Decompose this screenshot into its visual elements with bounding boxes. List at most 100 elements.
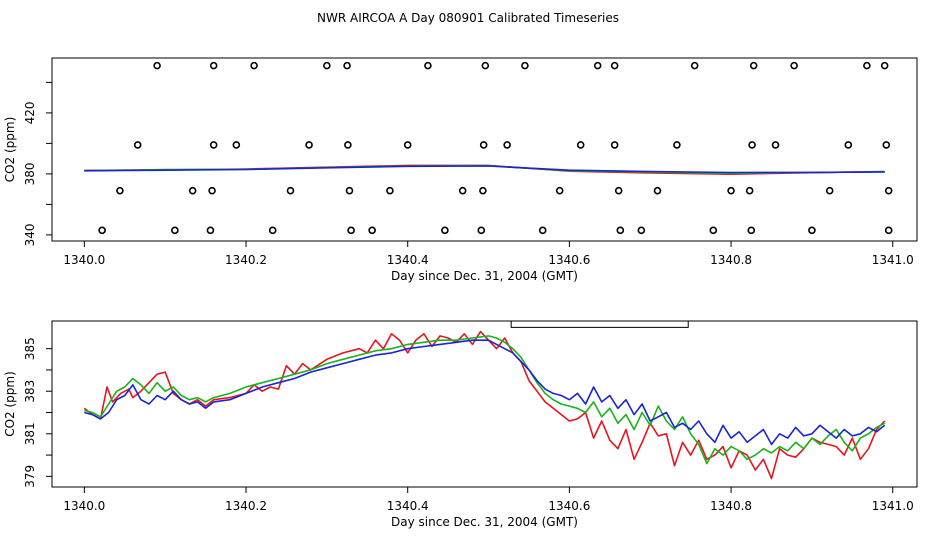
top-x-axis: 1340.0 1340.2 1340.4 1340.6 1340.8 1341.0 [63,241,914,267]
data-point [790,61,798,70]
data-point [808,226,816,235]
y-tick-label: 380 [23,162,37,185]
data-point [771,141,780,149]
data-point [116,186,124,195]
series-line-blue [84,339,886,446]
data-point [745,186,754,195]
data-point [232,141,241,149]
y-tick-label: 340 [23,223,37,246]
bottom-panel: 1340.0 1340.2 1340.4 1340.6 1340.8 1341.0 379… [3,320,918,529]
data-point [344,141,352,149]
data-point [653,186,662,195]
top-plot-frame [51,57,918,242]
data-point [188,186,197,195]
top-series-lines [84,164,885,175]
data-point [347,226,355,235]
data-point [305,141,313,149]
x-tick-label: 1340.2 [225,253,267,267]
bottom-y-axis: 379 381 383 385 [23,337,52,488]
data-point [345,186,354,195]
data-point [477,226,486,235]
data-point [673,141,681,149]
data-point [884,226,893,235]
data-point [133,141,142,149]
data-point [441,226,449,235]
data-point [386,186,394,195]
data-point [286,186,295,195]
data-point [637,226,646,235]
data-point [748,141,756,149]
bottom-series-lines [83,330,886,480]
data-point [538,226,547,235]
data-point [593,61,602,70]
data-point [171,226,179,235]
chart-title: NWR AIRCOA A Day 080901 Calibrated Times… [317,11,619,25]
y-tick-label: 383 [23,380,37,403]
x-tick-label: 1340.4 [387,253,429,267]
data-point [343,61,351,70]
data-point [576,141,585,149]
flag-box [510,320,689,328]
data-point [610,61,619,70]
data-point [616,226,625,235]
data-point [690,61,699,70]
bottom-x-axis: 1340.0 1340.2 1340.4 1340.6 1340.8 1341.0 [63,487,914,513]
series-line-green [84,335,886,465]
x-tick-label: 1340.8 [710,253,752,267]
data-point [727,186,735,195]
x-tick-label: 1340.6 [548,499,590,513]
y-tick-label: 385 [23,337,37,360]
x-tick-label: 1340.2 [225,499,267,513]
bottom-y-axis-label: CO2 (ppm) [3,371,17,437]
series-line-red [83,330,886,480]
data-point [884,186,893,195]
x-tick-label: 1341.0 [872,499,914,513]
data-point [614,186,623,195]
bottom-x-axis-label: Day since Dec. 31, 2004 (GMT) [391,515,578,529]
top-y-axis-label: CO2 (ppm) [3,117,17,183]
data-point [747,226,756,235]
data-point [208,186,216,195]
data-point [481,61,490,70]
top-panel: 1340.0 1340.2 1340.4 1340.6 1340.8 1341.0 340… [3,57,918,283]
x-tick-label: 1340.4 [387,499,429,513]
x-tick-label: 1340.6 [548,253,590,267]
data-point [521,61,529,70]
data-point [403,141,412,149]
y-tick-label: 379 [23,465,37,488]
y-tick-label: 420 [23,101,37,124]
data-point [880,61,889,70]
y-tick-label: 381 [23,422,37,445]
data-point [825,186,834,195]
top-y-axis: 340 380 420 [23,81,52,246]
data-point [863,61,871,70]
x-tick-label: 1340.8 [710,499,752,513]
bottom-plot-frame [51,320,918,488]
data-point [323,61,331,70]
data-point [424,61,432,70]
top-x-axis-label: Day since Dec. 31, 2004 (GMT) [391,269,578,283]
x-tick-label: 1341.0 [872,253,914,267]
data-point [844,141,853,149]
data-point [153,61,161,70]
data-point [503,141,511,149]
data-point [479,186,487,195]
data-point [479,141,488,149]
flag-box-rect [510,320,689,328]
x-tick-label: 1340.0 [63,499,105,513]
data-point [368,226,376,235]
data-point [268,226,277,235]
data-point [610,141,619,149]
top-scatter-points [98,61,893,235]
data-point [206,226,215,235]
series-line-blue [84,165,885,174]
data-point [209,141,218,149]
data-point [250,61,258,70]
x-tick-label: 1340.0 [63,253,105,267]
data-point [555,186,564,195]
data-point [709,226,718,235]
data-point [209,61,218,70]
data-point [98,226,106,235]
data-point [882,141,891,149]
